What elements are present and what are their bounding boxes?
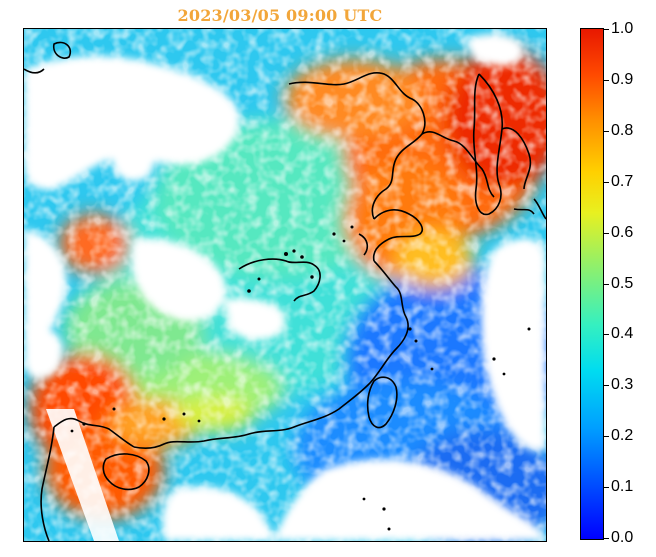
colorbar-tick — [603, 181, 609, 183]
colorbar — [580, 28, 604, 540]
colorbar-tick — [603, 29, 609, 30]
map-image — [24, 29, 546, 541]
colorbar-tick-label: 0.0 — [611, 529, 634, 546]
colorbar-tick-label: 1.0 — [611, 20, 634, 37]
colorbar-tick — [603, 436, 609, 438]
map-panel — [23, 28, 547, 542]
colorbar-tick-label: 0.2 — [611, 427, 634, 445]
colorbar-tick — [603, 334, 609, 336]
colorbar-tick-label: 0.5 — [611, 274, 634, 292]
colorbar-tick-label: 0.3 — [611, 376, 634, 394]
colorbar-tick — [603, 385, 609, 387]
colorbar-tick — [603, 538, 609, 539]
colorbar-tick-label: 0.4 — [611, 325, 634, 343]
map-title: 2023/03/05 09:00 UTC — [177, 6, 383, 25]
coastlines — [24, 41, 546, 541]
colorbar-tick-label: 0.9 — [611, 70, 634, 88]
colorbar-tick — [603, 487, 609, 489]
cloud-mask — [24, 29, 546, 541]
colorbar-tick-label: 0.8 — [611, 121, 634, 139]
data-gap-swath — [46, 409, 119, 541]
colorbar-tick-label: 0.7 — [611, 172, 634, 190]
colorbar-tick — [603, 79, 609, 81]
colorbar-tick — [603, 232, 609, 234]
coastline-speckles — [70, 225, 531, 531]
colorbar-tick-label: 0.1 — [611, 478, 634, 496]
colorbar-tick-label: 0.6 — [611, 223, 634, 241]
colorbar-tick — [603, 283, 609, 285]
colorbar-tick — [603, 130, 609, 132]
